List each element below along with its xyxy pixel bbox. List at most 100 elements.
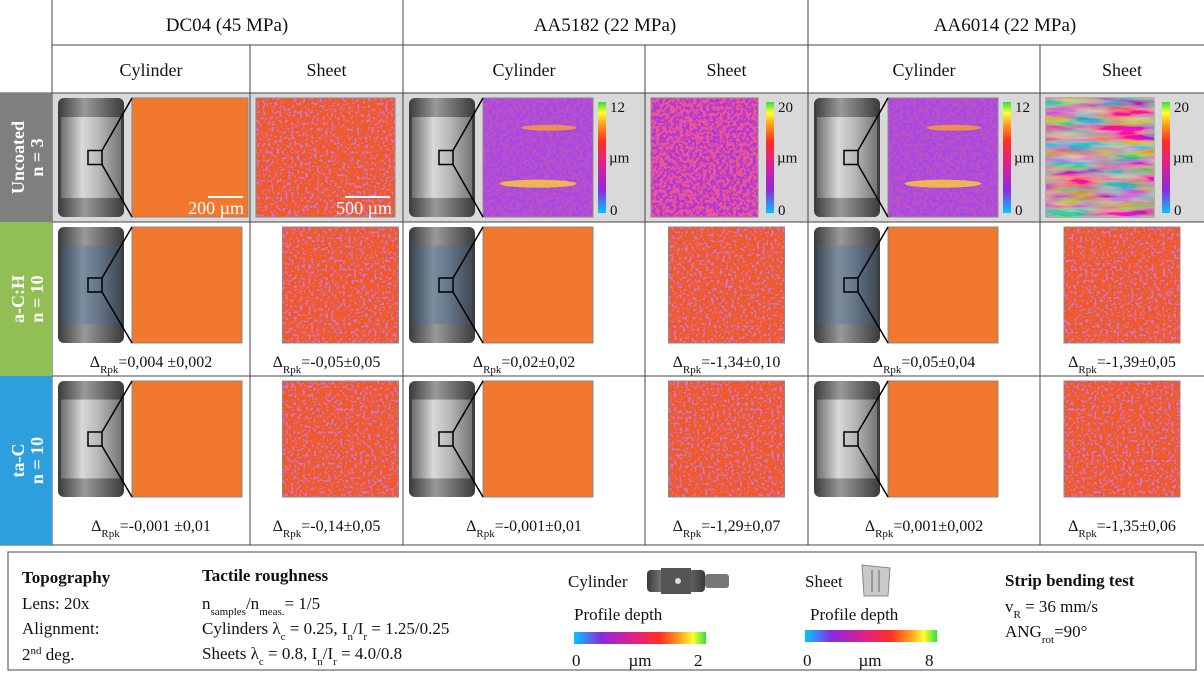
zoom-line: [101, 226, 133, 279]
t: 2: [22, 645, 31, 664]
cylinder-photo: [58, 381, 124, 497]
delta-value: =0,004 ±0,002: [118, 354, 212, 371]
icon-shape: [705, 574, 729, 588]
t: c: [259, 656, 264, 668]
delta-symbol: Δ: [273, 518, 283, 535]
cylinder-photo: [814, 381, 880, 497]
colorbar-max: 20: [778, 100, 793, 116]
delta-rpk: ΔRpk=-0,14±0,05: [273, 518, 381, 540]
t: rot: [1042, 634, 1054, 646]
zoom-line: [452, 164, 484, 218]
micrograph-texture: [651, 98, 758, 217]
delta-value: =-1,39±0,05: [1097, 354, 1176, 371]
cylinder-body: [61, 245, 121, 325]
row-label-n: n = 10: [27, 275, 47, 322]
t: = 1/5: [285, 594, 321, 613]
legend-text: vR = 36 mm/s: [1005, 597, 1098, 621]
cylinder-icon: [647, 568, 729, 594]
delta-symbol: Δ: [466, 518, 476, 535]
row-label: Uncoatedn = 3: [8, 121, 47, 194]
legend-label: 0: [572, 651, 581, 670]
delta-sub: Rpk: [1078, 528, 1097, 540]
micrograph-texture: [1046, 98, 1154, 217]
row-label-bg: [0, 222, 52, 376]
cylinder-photo: [409, 381, 475, 497]
delta-sub: Rpk: [875, 528, 894, 540]
t: = 0.8, I: [264, 644, 318, 663]
t: meas.: [259, 606, 285, 618]
legend-label: 2: [694, 651, 703, 670]
micrograph: [131, 380, 243, 498]
micrograph: [482, 380, 594, 498]
legend-title: Strip bending test: [1005, 571, 1135, 590]
subheader: Sheet: [1102, 60, 1142, 80]
material-header: AA5182 (22 MPa): [534, 15, 677, 36]
micrograph-texture: [888, 227, 998, 343]
legend-colorbar: [574, 632, 706, 644]
micrograph-texture: [888, 98, 998, 217]
micrograph: [887, 380, 999, 498]
scale-bar-label: 500 µm: [336, 198, 392, 218]
delta-sub: Rpk: [683, 364, 702, 376]
micrograph: [887, 226, 999, 344]
zoom-box: [843, 149, 859, 166]
micrograph-texture: [282, 227, 399, 343]
colorbar-max: 12: [610, 100, 625, 116]
zoom-line: [857, 226, 889, 279]
t: n: [317, 656, 323, 668]
micrograph: [1063, 226, 1181, 344]
t: /n: [246, 594, 260, 613]
legend-text: Sheets λc = 0.8, In/Ir = 4.0/0.8: [202, 644, 402, 668]
micrograph: [668, 226, 785, 344]
subheaders: Cylinder Sheet Cylinder Sheet Cylinder Sheet: [120, 60, 1143, 80]
colorbar: [1003, 102, 1011, 213]
row-label: ta-Cn = 10: [8, 437, 47, 484]
delta-symbol: Δ: [1068, 354, 1078, 371]
cylinder-photo: [58, 227, 124, 343]
zoom-line: [857, 291, 889, 344]
delta-symbol: Δ: [273, 354, 283, 371]
delta-value: =-0,001±0,01: [495, 518, 582, 535]
zoom-line: [452, 291, 484, 344]
sheet-icon: [861, 564, 891, 597]
zoom-line: [101, 97, 133, 151]
cylinder-body: [412, 399, 472, 479]
legend-label: 8: [925, 651, 934, 670]
colorbar: [598, 102, 606, 213]
micrograph: [1063, 380, 1181, 498]
colorbar-unit: µm: [1014, 151, 1035, 167]
row-label-n: n = 10: [27, 437, 47, 484]
colorbar: [766, 102, 774, 213]
colorbar-unit: µm: [777, 151, 798, 167]
legend-text: Lens: 20x: [22, 594, 90, 613]
zoom-line: [101, 380, 133, 433]
delta-sub: Rpk: [101, 528, 120, 540]
legend-label: Sheet: [805, 572, 843, 591]
t: n: [202, 594, 211, 613]
micrograph-feature: [926, 124, 982, 131]
t: =90°: [1054, 622, 1087, 641]
legend-box: [7, 551, 1197, 671]
cylinder-photo: [409, 98, 475, 217]
t: = 4.0/0.8: [337, 644, 402, 663]
delta-rpk: ΔRpk=-0,05±0,05: [273, 354, 381, 376]
cylinder-body: [412, 245, 472, 325]
t: samples: [211, 606, 246, 618]
legend-text: Cylinders λc = 0.25, In/Ir = 1.25/0.25: [202, 619, 449, 643]
zoom-box: [438, 277, 454, 293]
row-label-name: ta-C: [8, 444, 28, 478]
legend-title: Tactile roughness: [202, 566, 328, 585]
micrograph-texture: [483, 381, 593, 497]
delta-sub: Rpk: [476, 528, 495, 540]
t: Sheets λ: [202, 644, 260, 663]
t: ANG: [1005, 622, 1042, 641]
micrograph-texture: [1064, 227, 1180, 343]
delta-symbol: Δ: [673, 354, 683, 371]
t: Cylinders λ: [202, 619, 281, 638]
subheader: Sheet: [707, 60, 747, 80]
micrograph-texture: [888, 381, 998, 497]
legend-label: Cylinder: [568, 572, 628, 591]
delta-symbol: Δ: [873, 354, 883, 371]
delta-sub: Rpk: [483, 364, 502, 376]
